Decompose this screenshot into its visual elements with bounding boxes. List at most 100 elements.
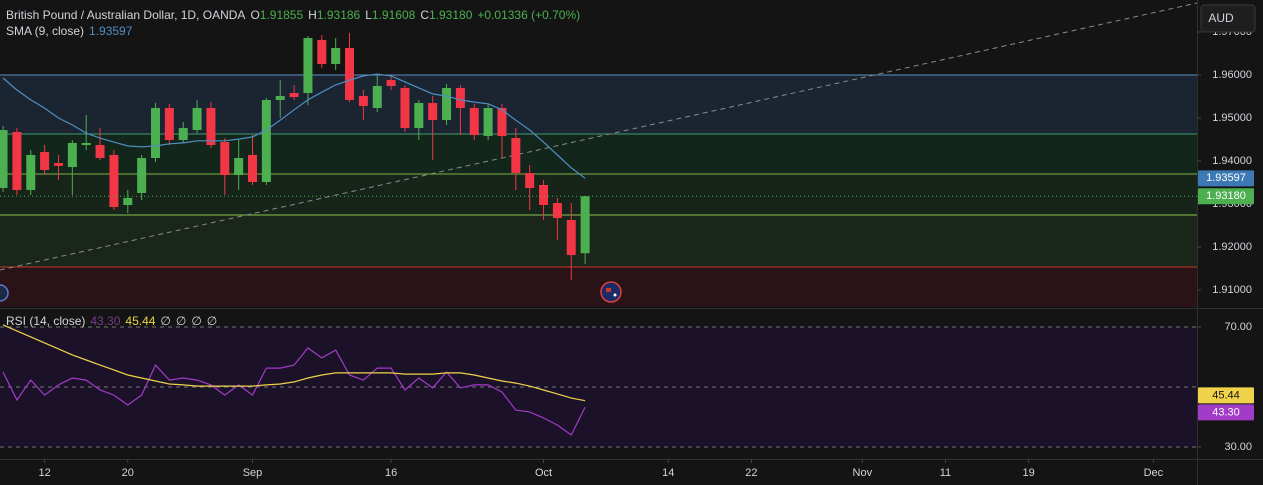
sma-price-tag-bg: [1198, 170, 1254, 187]
rsi-band: [0, 327, 1197, 447]
candle-body: [331, 47, 341, 64]
sma-value: 1.93597: [89, 24, 133, 38]
rsi-line: [2, 347, 586, 436]
candle-body: [289, 93, 299, 98]
symbol-title: British Pound / Australian Dollar, 1D, O…: [6, 8, 245, 22]
candle-body: [137, 157, 147, 193]
rsi-marks: [2, 324, 586, 436]
close-price-tag: 1.93180: [1206, 190, 1246, 202]
candle-body: [483, 107, 493, 137]
candle-body: [358, 95, 368, 107]
flag-star: [613, 293, 617, 297]
y-tick-label: 1.96000: [1212, 69, 1252, 81]
candle-body: [303, 38, 313, 94]
close-value: 1.93180: [429, 8, 473, 22]
rsi-line: [2, 324, 586, 402]
x-tick-label: 19: [1022, 467, 1034, 479]
flag-detail: [606, 288, 611, 292]
rsi-ma-tag: 45.44: [1212, 389, 1240, 401]
candle-body: [67, 142, 77, 168]
rsi-background: [0, 326, 1197, 448]
sma-line: [2, 73, 586, 179]
sma-legend: SMA (9, close) 1.93597: [6, 24, 133, 38]
candle-body: [220, 141, 230, 176]
placeholder: ∅: [191, 314, 201, 328]
axes: 1.970001.960001.950001.940001.930001.920…: [39, 26, 1252, 479]
candle-body: [150, 107, 160, 158]
candle-body: [455, 87, 465, 108]
candle-body: [525, 173, 535, 189]
candle-body: [317, 39, 327, 64]
candle-body: [26, 154, 36, 190]
candle-body: [109, 154, 119, 208]
candle-body: [345, 47, 355, 100]
ohlc-prefix: C: [420, 8, 429, 22]
candle-body: [386, 79, 396, 87]
placeholder: ∅: [160, 314, 170, 328]
candle-body: [192, 107, 202, 130]
candle-body: [95, 145, 105, 158]
y-tick-label: 1.91000: [1212, 284, 1252, 296]
event-icon[interactable]: [0, 284, 9, 302]
level-zone: [0, 267, 1197, 307]
ohlc-prefix: O: [250, 8, 259, 22]
currency-button[interactable]: [1200, 4, 1256, 33]
placeholder: ∅: [176, 314, 186, 328]
sma-name: SMA (9, close): [6, 24, 84, 38]
symbol-legend: British Pound / Australian Dollar, 1D, O…: [6, 8, 580, 22]
candle-body: [539, 184, 549, 205]
candle-body: [400, 87, 410, 129]
x-tick-label: 11: [940, 467, 951, 479]
rsi-title: RSI (14, close): [6, 314, 85, 328]
candle-body: [428, 102, 438, 121]
placeholder: ∅: [207, 314, 217, 328]
candle-body: [206, 107, 216, 146]
x-tick-label: 16: [385, 467, 397, 479]
change-value: +0.01336 (+0.70%): [477, 8, 580, 22]
candle-body: [40, 152, 50, 170]
y-tick-label: 30.00: [1224, 441, 1252, 453]
candle-body: [566, 220, 576, 256]
x-tick-label: Nov: [853, 467, 873, 479]
candle-body: [178, 128, 188, 141]
ohlc-prefix: H: [308, 8, 317, 22]
open-value: 1.91855: [260, 8, 304, 22]
candle-body: [234, 157, 244, 176]
y-tick-label: 70.00: [1224, 321, 1252, 333]
candle-body: [372, 86, 382, 108]
rsi-tag-bg: [1198, 404, 1254, 421]
x-tick-label: 20: [122, 467, 134, 479]
rsi-legend: RSI (14, close) 43.30 45.44 ∅ ∅ ∅ ∅: [6, 314, 217, 328]
level-zone: [0, 74, 1197, 134]
low-value: 1.91608: [372, 8, 416, 22]
candle-body: [442, 87, 452, 121]
candle-body: [511, 137, 521, 174]
x-tick-label: 12: [39, 467, 51, 479]
x-tick-label: Oct: [535, 467, 552, 479]
candle-body: [275, 95, 285, 100]
candle-body: [469, 107, 479, 135]
y-tick-label: 1.95000: [1212, 112, 1252, 124]
rsi-ma-value: 45.44: [125, 314, 155, 328]
price-zones: [0, 74, 1197, 307]
y-tick-label: 1.92000: [1212, 241, 1252, 253]
x-tick-label: 22: [745, 467, 757, 479]
rsi-value: 43.30: [90, 314, 120, 328]
candle-body: [580, 196, 590, 254]
x-tick-label: 14: [662, 467, 674, 479]
y-tick-label: 1.94000: [1212, 155, 1252, 167]
sma-price-tag: 1.93597: [1206, 172, 1246, 184]
candle-body: [552, 203, 562, 219]
candle-body: [248, 154, 258, 182]
rsi-ma-tag-bg: [1198, 387, 1254, 404]
candle-body: [12, 132, 22, 190]
ohlc-prefix: L: [365, 8, 372, 22]
level-zone: [0, 215, 1197, 268]
currency-label: AUD: [1208, 11, 1234, 25]
candle-body: [0, 129, 8, 189]
high-value: 1.93186: [317, 8, 361, 22]
x-tick-label: Sep: [243, 467, 263, 479]
rsi-tag: 43.30: [1212, 406, 1240, 418]
